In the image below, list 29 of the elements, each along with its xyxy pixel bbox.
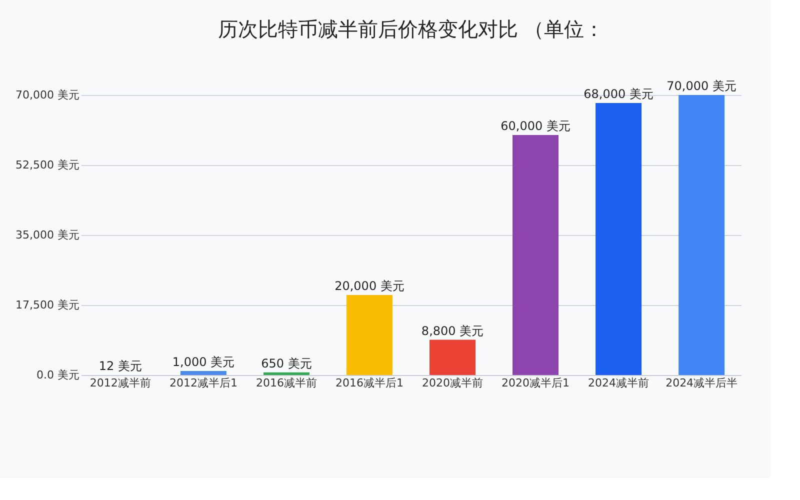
bar: [346, 295, 392, 375]
bar: [678, 95, 725, 375]
data-label: 12 美元: [98, 358, 142, 373]
x-tick-label: 2012减半后1: [169, 376, 238, 390]
x-tick-label: 2012减半前: [90, 376, 151, 390]
data-label: 650 美元: [261, 356, 312, 370]
bar: [512, 135, 559, 375]
y-tick-label: 0.0 美元: [36, 368, 80, 382]
y-tick-label: 70,000 美元: [16, 88, 80, 102]
data-label: 8,800 美元: [421, 324, 484, 338]
x-tick-label: 2020减半前: [422, 376, 484, 390]
data-label: 1,000 美元: [172, 355, 235, 369]
x-tick-label: 2020减半后1: [502, 376, 570, 390]
bar: [180, 371, 226, 375]
x-tick-label: 2024减半后半: [666, 376, 738, 390]
chart-title: 历次比特币减半前后价格变化对比 （单位：: [218, 17, 604, 41]
data-label: 20,000 美元: [334, 279, 404, 293]
x-tick-label: 2016减半后1: [335, 376, 404, 390]
y-tick-label: 52,500 美元: [16, 158, 80, 172]
bar: [263, 372, 310, 375]
bar: [596, 103, 642, 375]
data-label: 60,000 美元: [500, 119, 570, 133]
data-label: 68,000 美元: [584, 87, 654, 101]
data-label: 70,000 美元: [666, 79, 736, 93]
y-tick-label: 17,500 美元: [16, 298, 80, 312]
x-tick-label: 2016减半前: [256, 376, 317, 390]
x-tick-label: 2024减半前: [588, 376, 650, 390]
y-tick-label: 35,000 美元: [16, 228, 80, 242]
bar: [430, 340, 476, 375]
